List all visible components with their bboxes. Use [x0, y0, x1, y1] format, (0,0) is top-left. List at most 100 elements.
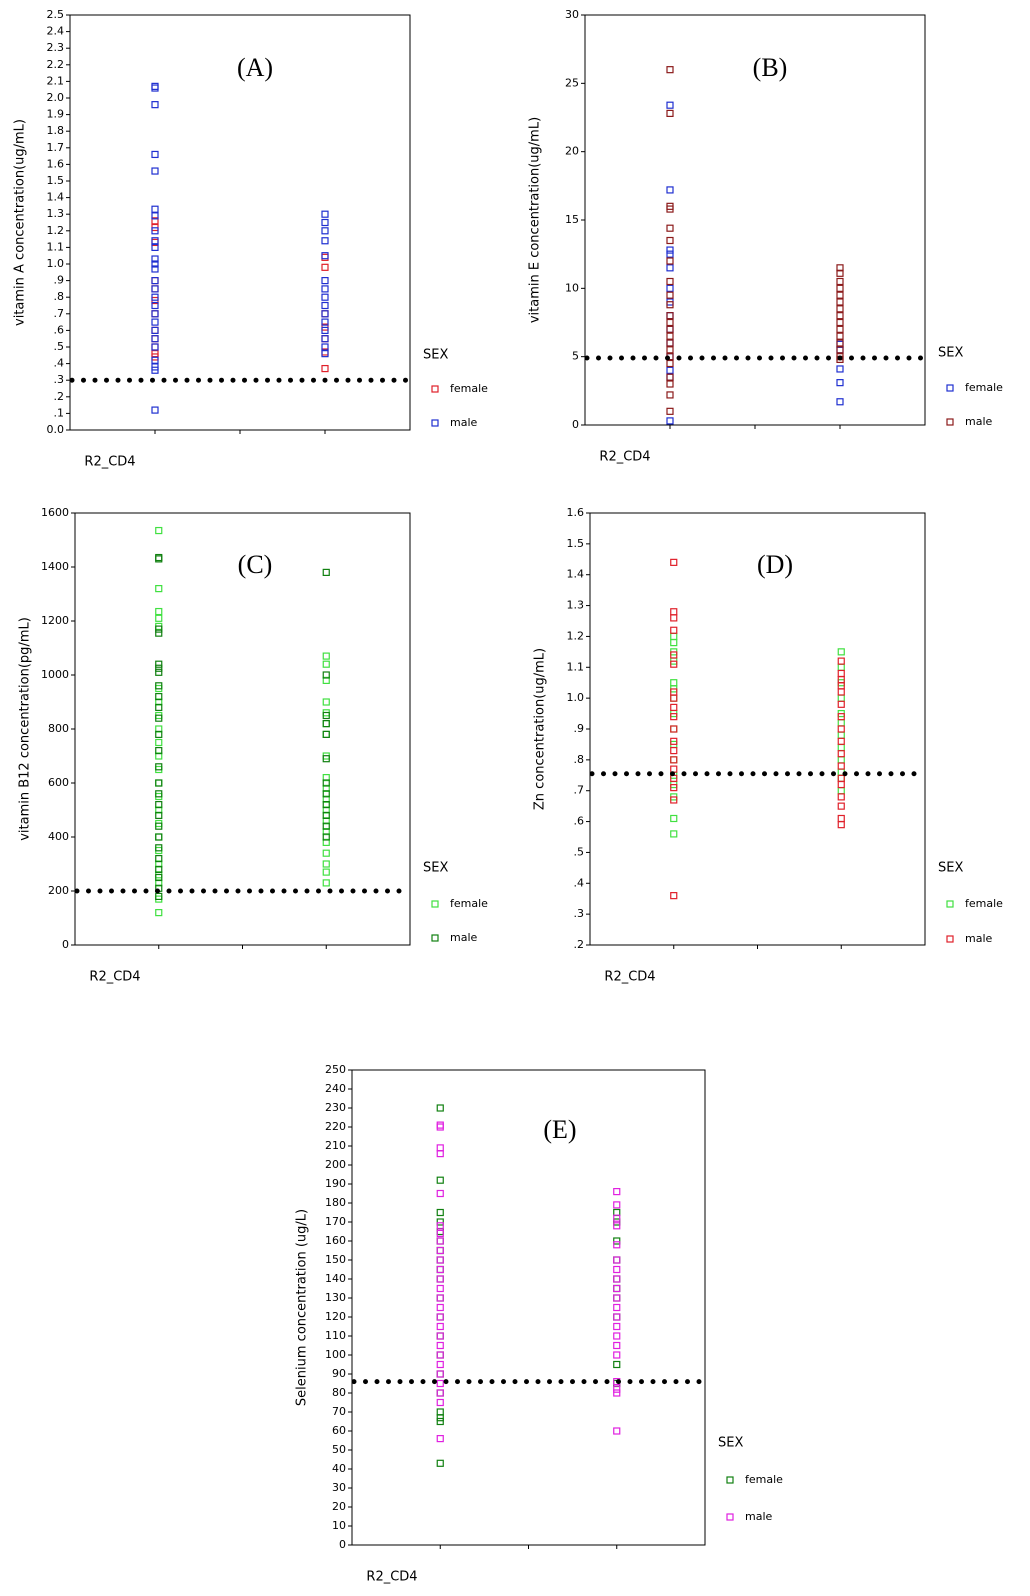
point — [671, 627, 677, 633]
point — [614, 1295, 620, 1301]
y-tick-label: 30 — [332, 1481, 346, 1494]
y-axis-label: Zn concentration(ug/mL) — [533, 648, 548, 810]
point — [667, 251, 673, 257]
point — [152, 206, 158, 212]
point — [667, 258, 673, 264]
point — [838, 720, 844, 726]
point — [322, 278, 328, 284]
y-tick-label: 230 — [325, 1101, 346, 1114]
y-tick-label: 5 — [572, 350, 579, 363]
y-tick-label: 190 — [325, 1177, 346, 1190]
point — [152, 319, 158, 325]
point — [614, 1314, 620, 1320]
y-tick-label: 0 — [572, 418, 579, 431]
point — [437, 1352, 443, 1358]
plot-frame — [352, 1070, 705, 1545]
y-tick-label: 2.1 — [47, 74, 65, 87]
point — [837, 299, 843, 305]
point — [837, 333, 843, 339]
legend-label: female — [745, 1473, 783, 1486]
point — [437, 1267, 443, 1273]
point — [838, 658, 844, 664]
point — [156, 780, 162, 786]
y-tick-label: 800 — [48, 722, 69, 735]
point — [667, 340, 673, 346]
y-tick-label: 220 — [325, 1120, 346, 1133]
point — [837, 366, 843, 372]
point — [667, 187, 673, 193]
legend-marker — [727, 1477, 733, 1483]
chart-title: (C) — [238, 550, 273, 579]
point — [437, 1122, 443, 1128]
point — [437, 1105, 443, 1111]
y-tick-label: 1.6 — [47, 157, 65, 170]
y-tick-label: 2.0 — [47, 91, 65, 104]
point — [152, 83, 158, 89]
point — [614, 1202, 620, 1208]
y-tick-label: 150 — [325, 1253, 346, 1266]
point — [838, 701, 844, 707]
point — [838, 794, 844, 800]
point — [667, 333, 673, 339]
y-tick-label: .3 — [54, 373, 65, 386]
point — [323, 880, 329, 886]
point — [323, 653, 329, 659]
point — [667, 265, 673, 271]
point — [437, 1124, 443, 1130]
point — [837, 285, 843, 291]
y-axis-label: vitamin A concentration(ug/mL) — [13, 119, 28, 326]
point — [322, 238, 328, 244]
y-tick-label: 2.4 — [47, 25, 65, 38]
point — [614, 1238, 620, 1244]
point — [323, 731, 329, 737]
legend-title: SEX — [718, 1436, 743, 1451]
point — [837, 326, 843, 332]
point — [671, 757, 677, 763]
point — [437, 1238, 443, 1244]
point — [152, 286, 158, 292]
legend-label: female — [965, 897, 1003, 910]
point — [667, 361, 673, 367]
point — [152, 85, 158, 91]
point — [322, 311, 328, 317]
point — [667, 292, 673, 298]
y-tick-label: 1.0 — [567, 691, 585, 704]
y-tick-label: .8 — [54, 290, 65, 303]
point — [152, 344, 158, 350]
point — [437, 1324, 443, 1330]
point — [838, 775, 844, 781]
y-tick-label: 1.1 — [567, 660, 585, 673]
point — [614, 1390, 620, 1396]
y-tick-label: 1.0 — [47, 257, 65, 270]
point — [156, 669, 162, 675]
y-tick-label: 0.0 — [47, 423, 65, 436]
y-tick-label: 0 — [62, 938, 69, 951]
legend-label: male — [965, 415, 993, 428]
point — [837, 279, 843, 285]
y-tick-label: .6 — [574, 815, 585, 828]
point — [437, 1305, 443, 1311]
point — [323, 569, 329, 575]
point — [838, 726, 844, 732]
point — [323, 861, 329, 867]
y-tick-label: 10 — [565, 281, 579, 294]
point — [614, 1352, 620, 1358]
point — [614, 1314, 620, 1320]
point — [667, 225, 673, 231]
y-tick-label: .7 — [54, 307, 65, 320]
legend-title: SEX — [423, 348, 448, 363]
y-tick-label: 170 — [325, 1215, 346, 1228]
point — [667, 392, 673, 398]
legend-marker — [947, 936, 953, 942]
point — [671, 726, 677, 732]
point — [437, 1419, 443, 1425]
point — [671, 766, 677, 772]
point — [614, 1295, 620, 1301]
point — [152, 327, 158, 333]
point — [667, 67, 673, 73]
y-tick-label: 200 — [325, 1158, 346, 1171]
point — [152, 278, 158, 284]
point — [838, 695, 844, 701]
figure: 0.0.1.2.3.4.5.6.7.8.91.01.11.21.31.41.51… — [0, 0, 1030, 1592]
point — [667, 238, 673, 244]
